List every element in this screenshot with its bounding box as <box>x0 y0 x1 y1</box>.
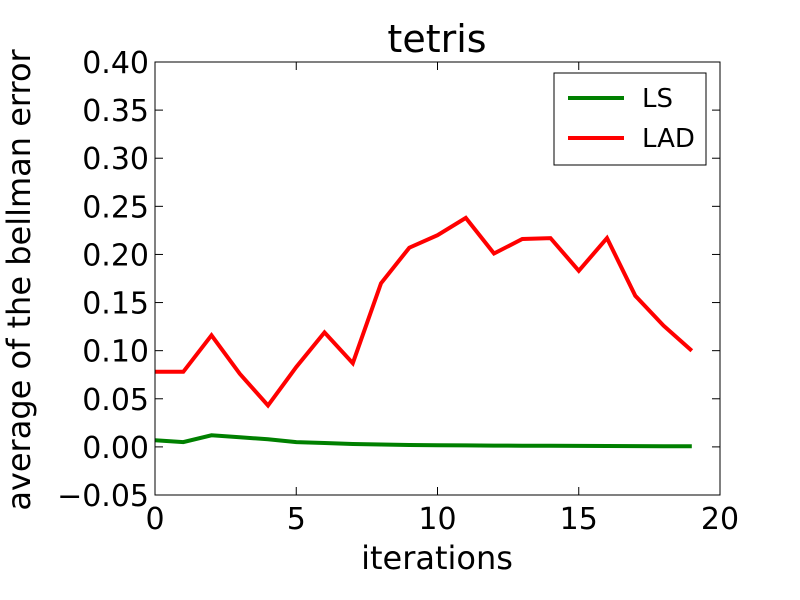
y-tick-label-5: 0.20 <box>82 238 149 273</box>
y-axis-label: average of the bellman error <box>0 48 38 510</box>
series-layer <box>154 215 694 449</box>
y-tick-label-6: 0.25 <box>82 190 149 225</box>
series-line-lad <box>155 215 694 409</box>
plot-area: 0 5 10 15 20 −0.05 0.00 0.05 0.10 0.15 0.20 0.25 0.3… <box>57 46 739 537</box>
tick-layer: 0 5 10 15 20 −0.05 0.00 0.05 0.10 0.15 0.20 0.25 0.3… <box>57 46 739 537</box>
legend-label-lad: LAD <box>642 124 695 154</box>
x-axis-label: iterations <box>361 539 513 577</box>
x-tick-label-1: 5 <box>287 502 306 537</box>
legend: LS LAD <box>553 72 707 166</box>
y-tick-label-3: 0.10 <box>82 335 149 370</box>
y-tick-label-1: 0.00 <box>82 431 149 466</box>
series-line-ls <box>154 433 692 449</box>
y-tick-label-2: 0.05 <box>82 383 149 418</box>
y-tick-label-7: 0.30 <box>82 142 149 177</box>
y-tick-label-4: 0.15 <box>82 287 149 322</box>
x-tick-label-4: 20 <box>701 502 739 537</box>
y-tick-label-0: −0.05 <box>57 479 149 514</box>
x-tick-label-0: 0 <box>145 502 164 537</box>
chart-title: tetris <box>387 17 486 61</box>
y-tick-label-8: 0.35 <box>82 94 149 129</box>
legend-label-ls: LS <box>642 84 673 114</box>
legend-box <box>553 72 707 166</box>
y-tick-label-9: 0.40 <box>82 46 149 81</box>
x-tick-label-2: 10 <box>418 502 456 537</box>
x-tick-label-3: 15 <box>560 502 598 537</box>
